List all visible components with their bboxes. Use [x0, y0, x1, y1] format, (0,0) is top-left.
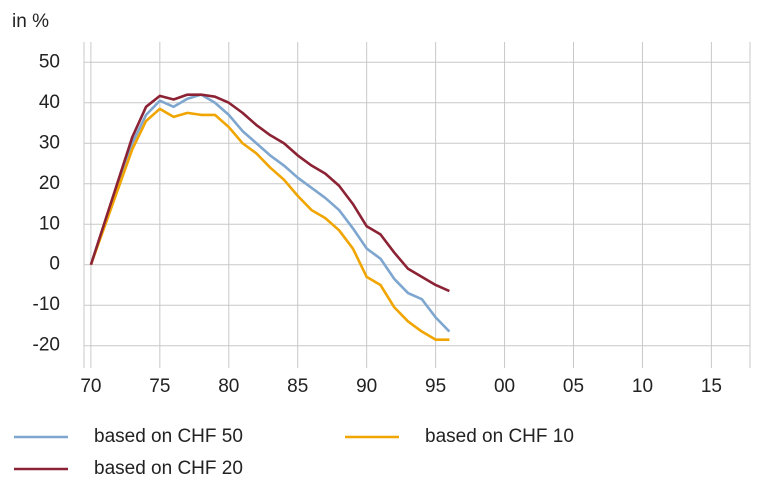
y-tick-label: 30 — [39, 132, 60, 153]
y-tick-label: 0 — [49, 254, 60, 275]
x-tick-label: 95 — [425, 376, 446, 397]
y-tick-label: 20 — [39, 173, 60, 194]
x-tick-label: 70 — [80, 376, 101, 397]
x-tick-label: 05 — [563, 376, 584, 397]
y-tick-label: -10 — [33, 294, 60, 315]
legend-label: based on CHF 50 — [94, 426, 243, 447]
x-tick-label: 00 — [494, 376, 515, 397]
x-tick-label: 75 — [149, 376, 170, 397]
x-tick-label: 85 — [287, 376, 308, 397]
y-tick-label: 10 — [39, 213, 60, 234]
y-tick-label: 50 — [39, 51, 60, 72]
x-tick-label: 80 — [218, 376, 239, 397]
y-tick-label: -20 — [33, 335, 60, 356]
series-line — [89, 93, 451, 333]
series-line — [89, 93, 450, 293]
y-axis-label: in % — [12, 11, 49, 32]
series-line — [89, 107, 450, 341]
x-tick-label: 15 — [701, 376, 722, 397]
x-tick-label: 10 — [632, 376, 653, 397]
y-tick-label: 40 — [39, 92, 60, 113]
legend-label: based on CHF 10 — [425, 426, 574, 447]
x-tick-label: 90 — [356, 376, 377, 397]
legend-label: based on CHF 20 — [94, 458, 243, 479]
